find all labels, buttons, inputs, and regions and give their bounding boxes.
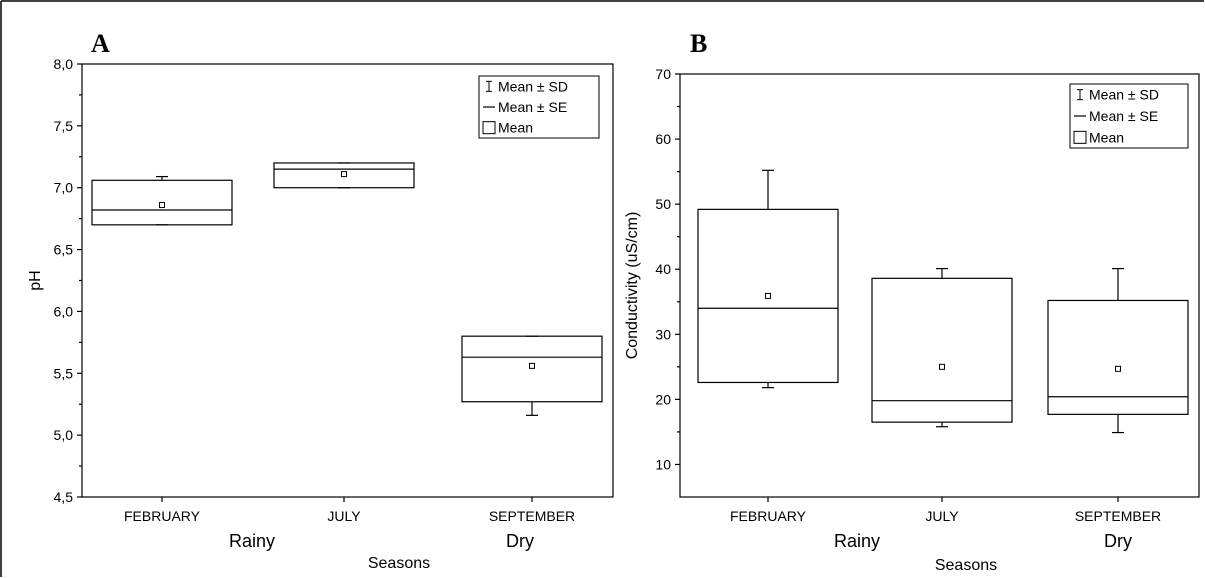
season-label-dry: Dry [506,531,534,551]
x-tick-label: FEBRUARY [730,508,807,524]
y-tick-label: 5,5 [54,365,74,381]
box-body [91,179,233,226]
mean-marker [159,202,165,209]
season-label-rainy: Rainy [834,531,880,551]
y-tick-label: 5,0 [54,427,74,443]
box-body [273,162,415,189]
y-axis-title: pH [27,270,44,290]
y-tick-label: 7,5 [54,118,74,134]
legend-box [1069,83,1189,149]
y-axis-title: Conductivity (uS/cm) [624,212,641,360]
x-tick-label: SEPTEMBER [489,508,575,524]
x-axis-title: Seasons [368,555,430,572]
y-tick-label: 10 [655,456,671,472]
box-body [461,335,603,403]
x-axis-title: Seasons [935,557,997,574]
box-july [871,267,1013,428]
plot-frame-B [679,73,1200,498]
legend-entry: Mean ± SE [1089,108,1158,124]
y-tick-label: 4,5 [54,489,74,505]
x-tick-label: JULY [327,508,361,524]
y-tick-label: 60 [655,131,671,147]
legend-box [478,75,600,139]
box-body [697,208,839,384]
panel-label: A [91,29,110,58]
season-label-dry: Dry [1104,531,1132,551]
y-tick-label: 6,5 [54,242,74,258]
box-september [461,335,603,416]
legend-mean-icon [482,121,496,135]
box-february [91,175,233,226]
box-february [697,169,839,389]
box-july [273,162,415,189]
mean-marker [939,363,945,370]
legend-entry: Mean ± SD [1089,87,1159,103]
y-tick-label: 70 [655,66,671,82]
mean-marker [529,362,535,369]
legend [1069,83,1189,149]
box-september [1047,267,1189,434]
y-tick-label: 20 [655,391,671,407]
y-tick-label: 30 [655,326,671,342]
legend-entry: Mean [498,120,533,136]
legend-mean-icon [1073,130,1087,144]
y-tick-label: 6,0 [54,303,74,319]
legend-entry: Mean ± SD [498,78,568,94]
x-tick-label: JULY [925,508,959,524]
mean-marker [765,292,771,299]
box-body [1047,299,1189,415]
legend-entry: Mean [1089,129,1124,145]
mean-marker [341,171,347,178]
mean-marker [1115,365,1121,372]
x-tick-label: FEBRUARY [124,508,201,524]
box-body [871,277,1013,423]
season-label-rainy: Rainy [229,531,275,551]
legend [478,75,600,139]
y-tick-label: 8,0 [54,56,74,72]
legend-entry: Mean ± SE [498,99,567,115]
panel-label: B [690,29,707,58]
x-tick-label: SEPTEMBER [1075,508,1161,524]
y-tick-label: 40 [655,261,671,277]
y-tick-label: 50 [655,196,671,212]
y-tick-label: 7,0 [54,180,74,196]
